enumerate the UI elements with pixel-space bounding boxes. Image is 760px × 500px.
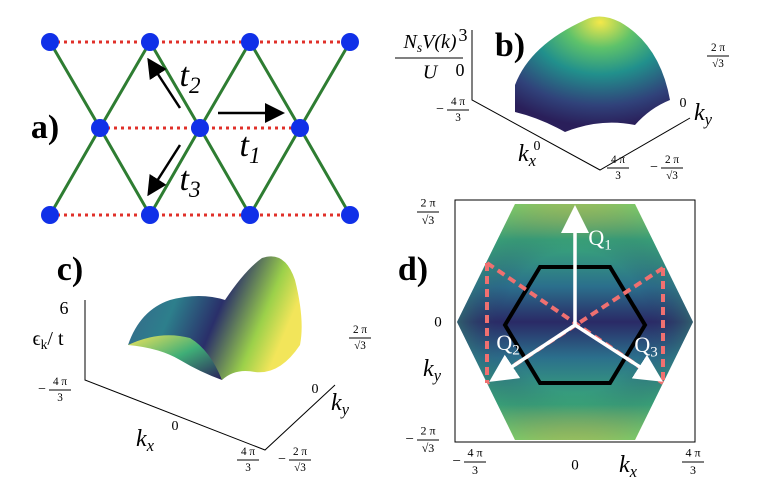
colormap: [454, 199, 696, 443]
hopping-label-base: t: [239, 127, 250, 164]
x-tick-label-den: 3: [472, 463, 478, 477]
ky-label-sub: y: [703, 110, 713, 129]
y-tick-label-sign: −: [406, 431, 414, 447]
kx-tick-label-den: 3: [245, 462, 251, 474]
x-label: kx: [619, 452, 638, 481]
z-tick-label: 0: [456, 60, 465, 80]
hopping-label-base: t: [179, 57, 190, 94]
vector-label: Q1: [588, 225, 611, 254]
vector-label-base: Q: [496, 330, 512, 355]
kx-tick-label-den: 3: [57, 392, 63, 404]
x-label-base: k: [619, 452, 630, 478]
ky-tick-label-num: 2 π: [665, 154, 679, 166]
y-label: ky: [423, 356, 442, 385]
z-label-sub: s: [417, 40, 422, 55]
ky-tick-label: 0: [312, 382, 319, 397]
hopping-label-base: t: [179, 161, 190, 198]
z-tick-label: 6: [60, 298, 69, 318]
z-label: NsV(k): [402, 31, 456, 56]
ky-label-base: k: [331, 390, 342, 416]
y-tick-label-den: √3: [422, 213, 435, 227]
z-label: ϵk/ t: [32, 328, 63, 353]
ky-label-sub: y: [340, 400, 350, 419]
ky-label-base: k: [694, 100, 705, 126]
kx-label-base: k: [518, 141, 529, 167]
kx-label-sub: x: [528, 151, 537, 170]
kx-label: kx: [518, 141, 537, 170]
x-tick-label-den: 3: [690, 463, 696, 477]
ky-tick-label-num: 2 π: [353, 324, 367, 336]
kx-label: kx: [136, 426, 155, 455]
kx-tick-label-num: 4 π: [451, 96, 465, 108]
kx-tick-label-num: 4 π: [611, 154, 625, 166]
z-label-den: U: [423, 62, 439, 84]
ky-label: ky: [331, 390, 350, 419]
ky-tick-label-den: √3: [712, 58, 724, 70]
hopping-label-sub: 3: [188, 178, 201, 204]
surface-b: [471, 16, 691, 171]
x-tick-label-num: 4 π: [685, 446, 700, 460]
y-tick-label-num: 2 π: [420, 196, 435, 210]
vector-label-sub: 2: [512, 343, 519, 359]
vector-label: Q2: [496, 330, 519, 359]
vector-label-sub: 1: [604, 238, 611, 254]
vector-label-base: Q: [588, 225, 604, 250]
kx-tick-label-sign: −: [436, 102, 444, 117]
hopping-label-sub: 1: [249, 144, 261, 170]
kx-tick-label: 0: [172, 419, 179, 434]
z-label-rest: V(k): [422, 31, 457, 53]
hopping-label: t1: [239, 127, 260, 170]
ky-tick-label-den: √3: [354, 340, 366, 352]
panel-label: d): [398, 251, 428, 288]
z-label-base: ϵ: [32, 328, 40, 350]
z-label-rest: / t: [47, 328, 64, 350]
hopping-label-sub: 2: [189, 74, 201, 100]
y-label-sub: y: [432, 366, 442, 385]
kx-tick-label-num: 4 π: [53, 376, 67, 388]
panel-label: b): [495, 27, 525, 64]
vector-label: Q3: [634, 332, 657, 361]
y-tick-label-den: √3: [422, 441, 435, 455]
kx-tick-label-num: 4 π: [241, 446, 255, 458]
z-label-base: N: [402, 31, 418, 53]
y-tick-label: 0: [434, 314, 442, 330]
ky-tick-label-den: √3: [294, 462, 306, 474]
panel-label: a): [31, 109, 59, 146]
x-tick-label-num: 4 π: [467, 446, 482, 460]
ky-tick-label-den: √3: [666, 170, 678, 182]
x-tick-label: 0: [571, 457, 579, 473]
ky-tick-label: 0: [680, 96, 687, 111]
ky-label: ky: [694, 100, 713, 129]
kx-tick-label-den: 3: [455, 112, 461, 124]
kx-tick-label-den: 3: [615, 170, 621, 182]
ky-tick-label-num: 2 π: [711, 42, 725, 54]
ky-tick-label-sign: −: [278, 452, 286, 467]
kx-label-sub: x: [146, 436, 155, 455]
vector-label-base: Q: [634, 332, 650, 357]
vector-label-sub: 3: [650, 345, 657, 361]
z-tick-label: 3: [459, 25, 468, 45]
x-label-sub: x: [629, 462, 638, 481]
panel-label: c): [57, 251, 83, 288]
hopping-label: t3: [179, 161, 200, 204]
z-label-sub: k: [41, 337, 48, 352]
surface-c: [84, 256, 336, 451]
hopping-label: t2: [179, 57, 200, 100]
y-tick-label-num: 2 π: [420, 424, 435, 438]
ky-tick-label-sign: −: [650, 160, 658, 175]
kx-label-base: k: [136, 426, 147, 452]
kx-tick-label-sign: −: [38, 382, 46, 397]
x-tick-label-sign: −: [453, 453, 461, 469]
lattice: [41, 33, 359, 224]
kx-tick-label: 0: [534, 139, 541, 154]
ky-tick-label-num: 2 π: [293, 446, 307, 458]
y-label-base: k: [423, 356, 434, 382]
